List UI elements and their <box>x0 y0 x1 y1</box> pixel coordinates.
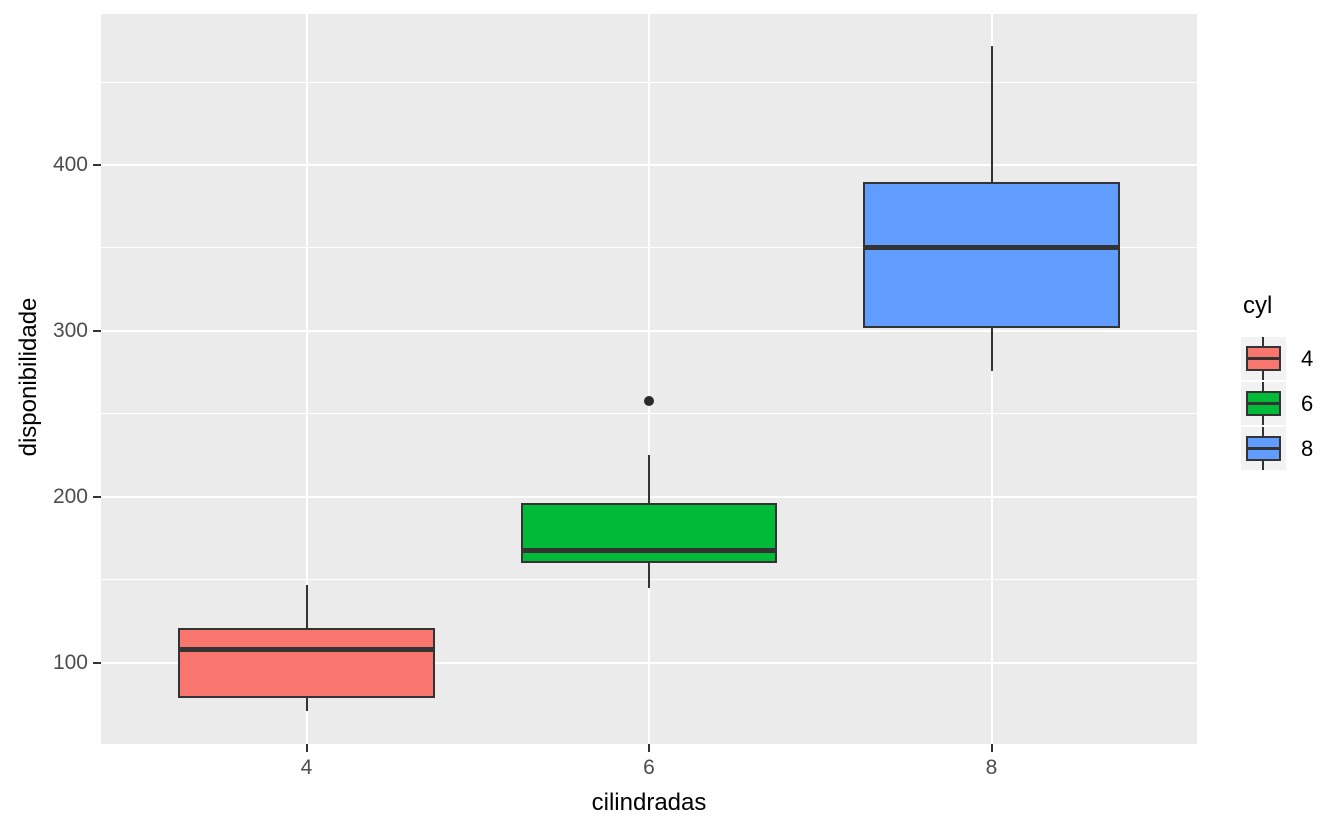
gridline-major-x-6 <box>648 14 650 744</box>
legend-key-whisker-top <box>1262 427 1264 437</box>
whisker-lower-6 <box>648 563 650 589</box>
legend-entry-6: 6 <box>1241 382 1344 425</box>
legend-entry-8: 8 <box>1241 427 1344 470</box>
legend-entry-4: 4 <box>1241 337 1344 380</box>
whisker-lower-8 <box>990 328 993 372</box>
x-tick-6 <box>648 744 650 752</box>
legend-key-whisker-bottom <box>1262 370 1264 380</box>
legend-key-whisker-bottom <box>1262 460 1264 470</box>
outlier-point-6-258 <box>644 395 654 406</box>
x-tick-4 <box>305 744 308 752</box>
boxplot-median-4 <box>180 646 433 652</box>
whisker-upper-8 <box>990 45 993 182</box>
x-tick-label-6: 6 <box>643 756 655 779</box>
boxplot-median-6 <box>522 548 776 553</box>
y-tick-400 <box>93 164 101 166</box>
x-tick-label-4: 4 <box>300 756 313 779</box>
legend-entries: 4 6 8 <box>1241 337 1344 470</box>
legend-key-median <box>1246 357 1281 360</box>
legend-key-boxplot-icon <box>1241 427 1286 470</box>
whisker-lower-4 <box>305 697 308 711</box>
y-axis-title: disponibilidade <box>15 297 42 457</box>
y-tick-label-300: 300 <box>52 318 88 342</box>
whisker-upper-6 <box>648 455 650 503</box>
boxplot-median-8 <box>865 244 1118 250</box>
legend-key-median <box>1246 402 1281 405</box>
legend-label: 4 <box>1301 345 1314 371</box>
y-tick-300 <box>93 329 101 332</box>
whisker-upper-4 <box>305 585 308 629</box>
gridline-major-x-4 <box>305 14 308 744</box>
legend-key-boxplot-icon <box>1241 382 1286 425</box>
y-tick-200 <box>93 495 101 498</box>
legend: cyl 4 6 8 <box>1241 292 1344 472</box>
y-tick-label-400: 400 <box>52 153 88 176</box>
x-tick-8 <box>990 744 993 752</box>
gridline-major-x-8 <box>990 14 993 744</box>
legend-key-whisker-bottom <box>1262 415 1264 425</box>
legend-key-median <box>1246 447 1281 450</box>
y-tick-label-200: 200 <box>52 484 88 508</box>
boxplot-box-6 <box>520 502 778 564</box>
x-tick-label-8: 8 <box>985 756 998 779</box>
legend-label: 6 <box>1301 390 1314 416</box>
boxplot-box-4 <box>178 628 435 698</box>
legend-key-boxplot-icon <box>1241 337 1286 380</box>
x-axis-title: cilindradas <box>591 789 707 816</box>
legend-key-whisker-top <box>1262 382 1264 392</box>
legend-key-whisker-top <box>1262 337 1264 347</box>
boxplot-box-8 <box>863 181 1120 328</box>
y-tick-label-100: 100 <box>52 650 88 674</box>
y-tick-100 <box>93 661 101 664</box>
legend-label: 8 <box>1301 435 1314 461</box>
legend-title: cyl <box>1243 292 1273 319</box>
